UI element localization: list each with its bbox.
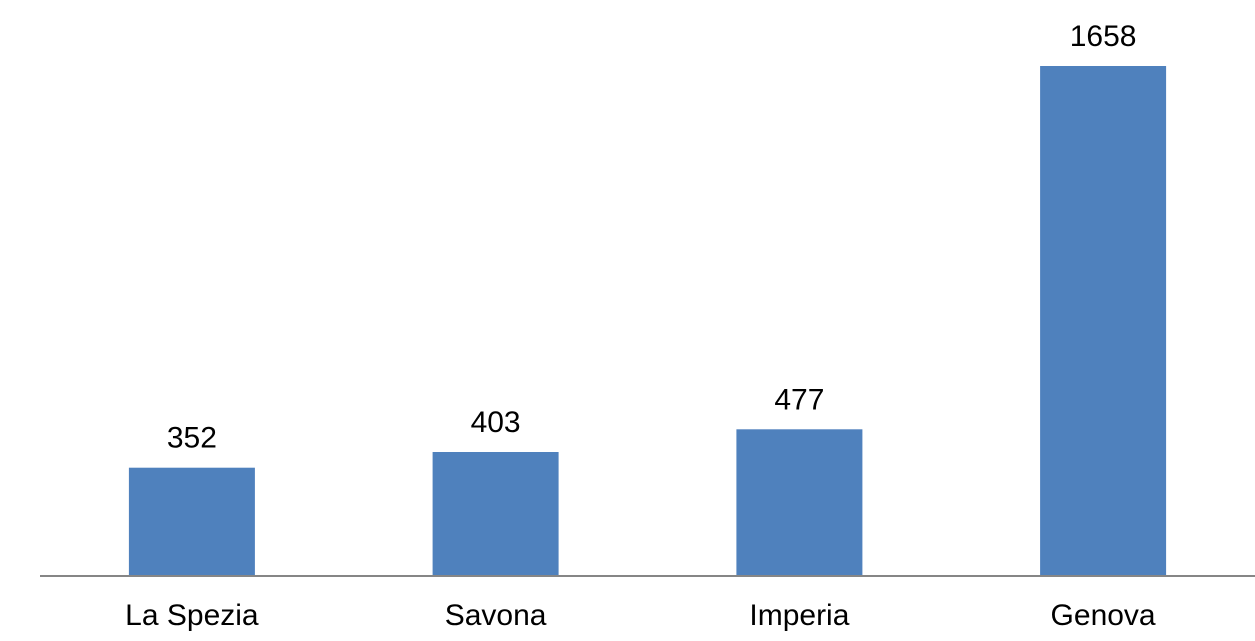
bar <box>432 452 559 576</box>
data-label: 1658 <box>1070 20 1137 53</box>
data-label: 403 <box>471 406 521 439</box>
bars-group <box>128 66 1167 576</box>
category-labels-group: La Spezia Savona Imperia Genova <box>125 599 1156 632</box>
category-label: Genova <box>1051 599 1156 632</box>
data-labels-group: 352 403 477 1658 <box>167 20 1137 455</box>
data-label: 352 <box>167 422 217 455</box>
category-label: La Spezia <box>125 599 259 632</box>
category-label: Savona <box>445 599 547 632</box>
bar <box>1040 66 1167 576</box>
category-label: Imperia <box>749 599 849 632</box>
bar <box>736 429 863 576</box>
data-label: 477 <box>774 383 824 416</box>
bar <box>128 467 255 576</box>
